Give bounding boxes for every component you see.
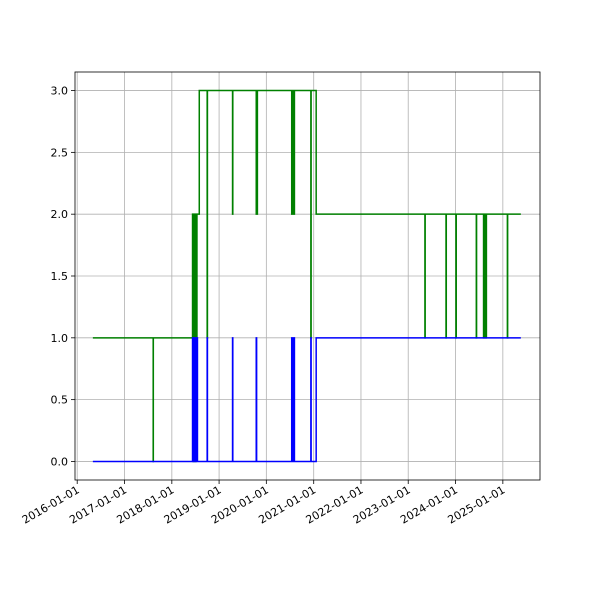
y-tick-label: 0.0 bbox=[51, 455, 69, 468]
y-tick-label: 2.5 bbox=[51, 146, 69, 159]
y-axis: 0.0 0.5 1.0 1.5 2.0 2.5 3.0 bbox=[51, 85, 75, 468]
y-tick-label: 1.0 bbox=[51, 332, 69, 345]
y-tick-label: 0.5 bbox=[51, 394, 69, 407]
series-layer bbox=[92, 89, 521, 463]
series-2-line bbox=[92, 337, 521, 463]
y-tick-label: 2.0 bbox=[51, 208, 69, 221]
y-tick-label: 3.0 bbox=[51, 85, 69, 98]
y-tick-label: 1.5 bbox=[51, 270, 69, 283]
